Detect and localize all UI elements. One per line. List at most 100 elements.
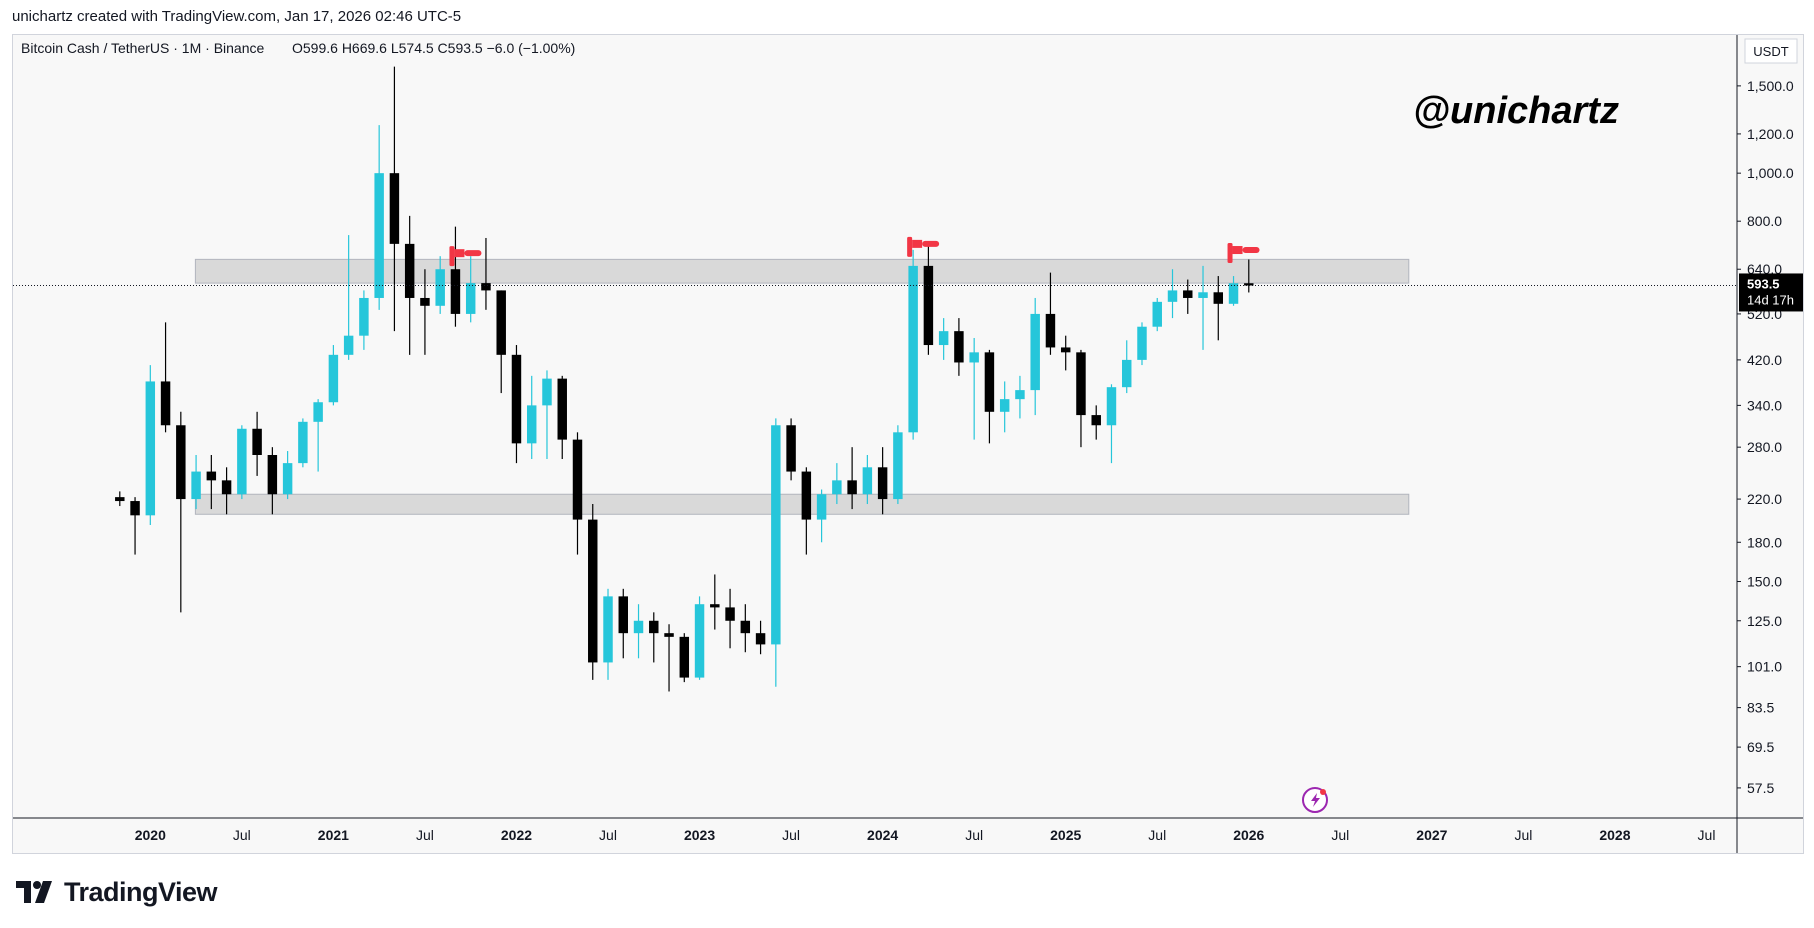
price-tick-label: 150.0 bbox=[1747, 574, 1782, 590]
candle-body bbox=[954, 331, 964, 363]
candle bbox=[771, 418, 781, 687]
candle-body bbox=[389, 173, 400, 244]
price-tick-label: 420.0 bbox=[1747, 352, 1782, 368]
time-tick-label: 2020 bbox=[135, 827, 166, 843]
candle-body bbox=[404, 243, 415, 298]
candle-body bbox=[649, 620, 659, 634]
candle-body bbox=[588, 519, 598, 663]
candle-body bbox=[679, 636, 690, 678]
candle bbox=[816, 489, 827, 543]
candle bbox=[1106, 384, 1117, 464]
footer-brand-bar[interactable]: TradingView bbox=[16, 874, 218, 910]
candle bbox=[679, 633, 690, 683]
time-tick-label: Jul bbox=[1698, 827, 1716, 843]
price-axis: 1,500.01,200.01,000.0800.0640.0520.0420.… bbox=[1737, 78, 1794, 796]
chart-pane[interactable]: Bitcoin Cash / TetherUS · 1M · Binance O… bbox=[12, 34, 1804, 854]
candle-body bbox=[694, 604, 705, 678]
candle bbox=[1198, 265, 1208, 350]
countdown-label: 14d 17h bbox=[1747, 292, 1794, 307]
candle-body bbox=[1076, 352, 1086, 416]
time-axis: 2020 Jul 2021 Jul 2022 Jul 2023 Jul 2024 Jul 2025 J… bbox=[135, 827, 1716, 843]
candle bbox=[267, 447, 278, 515]
candle bbox=[877, 447, 888, 515]
candle bbox=[740, 604, 751, 653]
candle bbox=[801, 467, 812, 555]
red-flag-icon bbox=[907, 236, 940, 257]
candle-body bbox=[1228, 283, 1239, 304]
candle-body bbox=[343, 335, 354, 355]
candle bbox=[649, 612, 659, 663]
price-tick-label: 69.5 bbox=[1747, 739, 1774, 755]
candle bbox=[191, 454, 201, 510]
candle bbox=[938, 318, 949, 360]
candle-body bbox=[893, 432, 903, 500]
candle-body bbox=[786, 425, 796, 472]
candle bbox=[1060, 335, 1071, 371]
candle-body bbox=[420, 297, 430, 306]
candle-body bbox=[1244, 283, 1254, 286]
candle-body bbox=[999, 399, 1010, 412]
time-tick-label: Jul bbox=[965, 827, 983, 843]
candle-body bbox=[664, 633, 674, 637]
candlestick-chart[interactable]: Bitcoin Cash / TetherUS · 1M · Binance O… bbox=[13, 35, 1803, 853]
candle bbox=[1015, 375, 1025, 419]
candle-body bbox=[1091, 415, 1101, 426]
time-tick-label: Jul bbox=[599, 827, 617, 843]
candle-body bbox=[1167, 290, 1178, 302]
candle bbox=[1167, 269, 1178, 319]
candle-body bbox=[740, 620, 751, 634]
time-tick-label: 2027 bbox=[1416, 827, 1447, 843]
candle bbox=[450, 226, 461, 327]
time-tick-label: 2023 bbox=[684, 827, 715, 843]
time-tick-label: Jul bbox=[416, 827, 434, 843]
time-tick-label: 2022 bbox=[501, 827, 532, 843]
candle bbox=[923, 243, 934, 355]
price-tick-label: 180.0 bbox=[1747, 534, 1782, 550]
candle bbox=[481, 237, 491, 310]
currency-button[interactable] bbox=[1744, 38, 1798, 64]
candle bbox=[130, 497, 140, 555]
candle bbox=[313, 399, 323, 472]
price-tag-background bbox=[1739, 273, 1803, 312]
candle bbox=[694, 596, 705, 680]
candle bbox=[160, 322, 171, 433]
candle bbox=[755, 620, 766, 655]
candle-body bbox=[710, 604, 720, 608]
candles-layer bbox=[115, 66, 1254, 692]
candle bbox=[389, 66, 400, 332]
candle bbox=[893, 425, 903, 505]
candle bbox=[252, 411, 262, 476]
candle bbox=[832, 463, 842, 505]
candle-body bbox=[328, 354, 339, 403]
candle-body bbox=[435, 269, 445, 306]
lightning-event-icon[interactable] bbox=[1302, 787, 1328, 813]
price-tick-label: 1,500.0 bbox=[1747, 78, 1794, 94]
candle bbox=[420, 269, 430, 355]
candle-body bbox=[1045, 313, 1056, 348]
price-tick-label: 57.5 bbox=[1747, 780, 1774, 796]
candle bbox=[908, 249, 918, 440]
candle-body bbox=[359, 297, 369, 336]
candle-body bbox=[1198, 292, 1208, 298]
time-tick-label: 2025 bbox=[1050, 827, 1081, 843]
zone-0 bbox=[194, 258, 1410, 284]
price-tick-label: 280.0 bbox=[1747, 439, 1782, 455]
candle bbox=[465, 256, 476, 323]
candle bbox=[954, 318, 964, 376]
candle bbox=[206, 454, 217, 510]
candle bbox=[1152, 297, 1162, 332]
chart-caption: unichartz created with TradingView.com, … bbox=[12, 8, 462, 25]
candle-body bbox=[862, 467, 873, 495]
candle bbox=[1045, 272, 1056, 355]
candle-body bbox=[526, 405, 537, 444]
candle-body bbox=[618, 596, 628, 634]
candle bbox=[526, 375, 537, 460]
candle bbox=[618, 588, 628, 659]
candle-body bbox=[603, 596, 613, 663]
candle-body bbox=[176, 425, 186, 500]
candle-body bbox=[1183, 290, 1193, 298]
candle bbox=[1213, 276, 1224, 341]
watermark-text: @unichartz bbox=[1413, 90, 1619, 132]
time-tick-label: Jul bbox=[1148, 827, 1166, 843]
candle-body bbox=[282, 463, 293, 495]
